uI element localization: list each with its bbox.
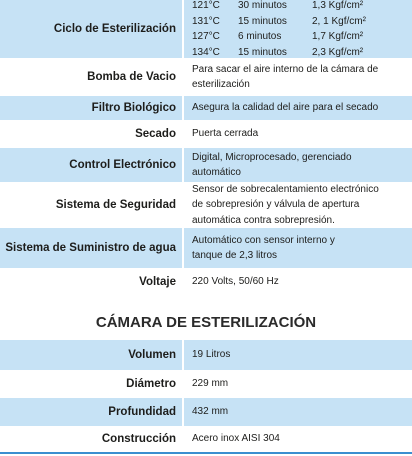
table-row: Voltaje 220 Volts, 50/60 Hz <box>0 268 412 296</box>
table-row: Profundidad 432 mm <box>0 398 412 426</box>
cycle-cell: 30 minutos <box>238 0 287 11</box>
table-row: Sistema de Suministro de agua Automático … <box>0 228 412 268</box>
row-label: Filtro Biológico <box>91 102 176 114</box>
row-value: 229 mm <box>182 370 412 398</box>
row-value: Puerta cerrada <box>182 120 412 148</box>
cycle-cell: 121°C <box>192 0 220 11</box>
value-line: Digital, Microprocesado, gerenciado <box>192 151 352 163</box>
row-label: Voltaje <box>139 276 176 288</box>
cycle-cell: 2,3 Kgf/cm² <box>312 46 364 58</box>
row-value: 121°C 30 minutos 1,3 Kgf/cm² 131°C 15 minuto… <box>182 0 412 58</box>
row-value: Automático con sensor interno y tanque de… <box>182 228 412 268</box>
table-row: Ciclo de Esterilización 121°C 30 minutos 1,… <box>0 0 412 58</box>
cycle-cell: 134°C <box>192 46 220 58</box>
value-line: 229 mm <box>192 378 229 390</box>
value-line: Asegura la calidad del aire para el seca… <box>192 102 379 114</box>
bottom-rule <box>0 452 412 454</box>
value-line: tanque de 2,3 litros <box>192 250 278 261</box>
row-label: Sistema de Seguridad <box>55 199 176 211</box>
value-line: Para sacar el aire interno de la cámara … <box>192 63 379 75</box>
value-line: Acero inox AISI 304 <box>192 433 280 445</box>
cycle-cell: 6 minutos <box>238 31 282 42</box>
row-label: Diámetro <box>126 378 176 390</box>
value-line: Puerta cerrada <box>192 128 259 140</box>
cycle-line: 121°C 30 minutos 1,3 Kgf/cm² <box>192 0 412 14</box>
row-label: Control Electrónico <box>69 159 176 171</box>
value-line: de sobrepresión y válvula de apertura <box>192 199 360 211</box>
value-line: 19 Litros <box>192 349 231 361</box>
row-value: Acero inox AISI 304 <box>182 426 412 452</box>
row-label: Profundidad <box>108 406 176 418</box>
section-heading: CÁMARA DE ESTERILIZACIÓN <box>95 314 317 331</box>
table-row: Secado Puerta cerrada <box>0 120 412 148</box>
cycle-cell: 1,3 Kgf/cm² <box>312 0 364 11</box>
cycle-line: 131°C 15 minutos 2, 1 Kgf/cm² <box>192 14 412 30</box>
row-label: Secado <box>135 128 176 140</box>
cycle-cell: 1,7 Kgf/cm² <box>312 31 364 42</box>
row-value: 19 Litros <box>182 340 412 370</box>
value-line: Automático con sensor interno y <box>192 234 335 246</box>
table-row: Construcción Acero inox AISI 304 <box>0 426 412 452</box>
row-label: Construcción <box>101 433 176 445</box>
row-value: 432 mm <box>182 398 412 426</box>
table-row: Bomba de Vacio Para sacar el aire interno… <box>0 58 412 96</box>
table-row: Sistema de Seguridad Sensor de sobrecalen… <box>0 182 412 228</box>
value-line: 220 Volts, 50/60 Hz <box>192 276 279 288</box>
cycle-cell: 131°C <box>192 15 220 27</box>
cycle-cell: 2, 1 Kgf/cm² <box>312 15 366 27</box>
row-label: Sistema de Suministro de agua <box>5 242 176 254</box>
table-row: Volumen 19 Litros <box>0 340 412 370</box>
row-value: Sensor de sobrecalentamiento electrónico… <box>182 182 412 228</box>
value-line: automático <box>192 167 241 178</box>
cycle-cell: 127°C <box>192 31 220 42</box>
row-value: Para sacar el aire interno de la cámara … <box>182 58 412 96</box>
row-value: 220 Volts, 50/60 Hz <box>182 268 412 296</box>
row-value: Digital, Microprocesado, gerenciado autom… <box>182 148 412 182</box>
row-label: Volumen <box>128 349 176 361</box>
table-row: Control Electrónico Digital, Microprocesa… <box>0 148 412 182</box>
value-line: 432 mm <box>192 406 229 418</box>
cycle-cell: 15 minutos <box>238 15 287 27</box>
table-row: Diámetro 229 mm <box>0 370 412 398</box>
value-line: Sensor de sobrecalentamiento electrónico <box>192 183 379 195</box>
row-value: Asegura la calidad del aire para el seca… <box>182 96 412 120</box>
value-line: esterilización <box>192 79 250 90</box>
row-label: Bomba de Vacio <box>87 71 176 83</box>
cycle-line: 134°C 15 minutos 2,3 Kgf/cm² <box>192 45 412 61</box>
table-row: Filtro Biológico Asegura la calidad del a… <box>0 96 412 120</box>
cycle-cell: 15 minutos <box>238 46 287 58</box>
row-label: Ciclo de Esterilización <box>53 23 176 35</box>
value-line: automática contra sobrepresión. <box>192 214 335 226</box>
cycle-line: 127°C 6 minutos 1,7 Kgf/cm² <box>192 29 412 45</box>
